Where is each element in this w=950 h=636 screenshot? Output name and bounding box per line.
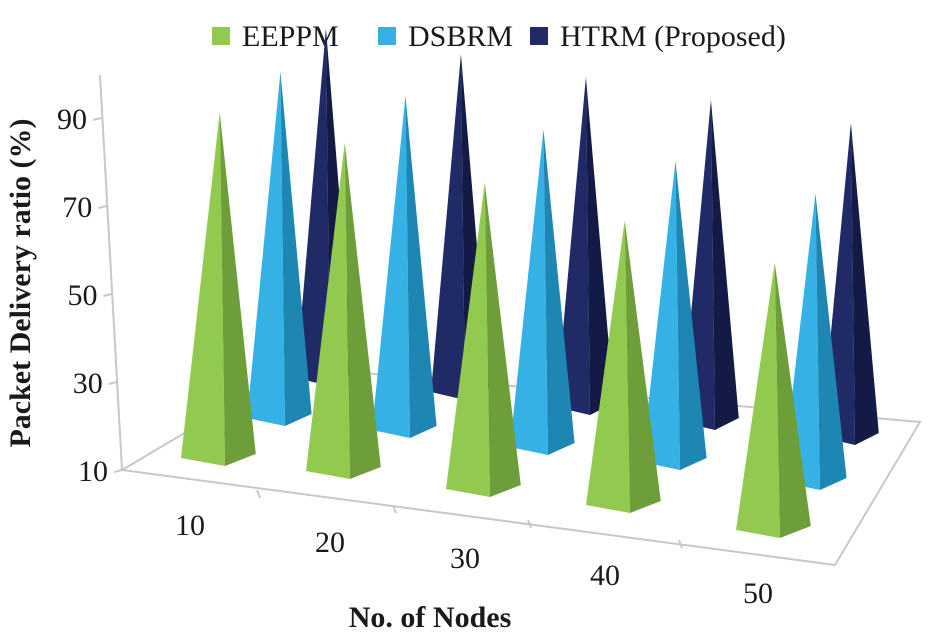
x-axis-title: No. of Nodes bbox=[349, 601, 512, 634]
legend-swatch-3 bbox=[530, 27, 548, 45]
cone-side-2-10 bbox=[280, 71, 312, 427]
cone-side-1-40 bbox=[624, 220, 661, 513]
cone-2-20 bbox=[372, 96, 437, 438]
y-tick-mark-10 bbox=[113, 469, 123, 473]
cone-face-1-20 bbox=[306, 142, 350, 479]
cone-side-1-30 bbox=[484, 182, 521, 497]
cone-3-30 bbox=[556, 77, 614, 415]
y-tick-mark-50 bbox=[103, 293, 112, 297]
x-tick-mark-3 bbox=[527, 519, 532, 529]
cone-side-3-30 bbox=[585, 77, 614, 415]
cone-face-2-10 bbox=[247, 71, 285, 427]
legend-swatch-2 bbox=[378, 27, 396, 45]
x-tick-label-30: 30 bbox=[450, 542, 480, 575]
cone-side-2-20 bbox=[405, 96, 437, 438]
x-tick-label-40: 40 bbox=[590, 559, 620, 592]
cone-1-40 bbox=[586, 220, 661, 513]
cone-face-1-40 bbox=[586, 220, 630, 513]
legend: EEPPM DSBRM HTRM (Proposed) bbox=[212, 20, 786, 53]
cone-face-2-40 bbox=[642, 161, 680, 470]
y-axis-line bbox=[99, 74, 123, 471]
cone-face-1-30 bbox=[446, 182, 490, 497]
y-tick-mark-90 bbox=[92, 117, 102, 121]
y-tick-label-70: 70 bbox=[62, 191, 92, 224]
y-axis-title: Packet Delivery ratio (%) bbox=[4, 118, 37, 447]
cone-face-1-50 bbox=[736, 262, 780, 538]
cone-1-50 bbox=[736, 262, 811, 538]
cone-1-20 bbox=[306, 142, 381, 479]
legend-label-2: DSBRM bbox=[408, 20, 513, 53]
cone-face-1-10 bbox=[181, 112, 225, 466]
x-tick-label-10: 10 bbox=[175, 509, 205, 542]
cone-2-40 bbox=[642, 161, 707, 470]
legend-label-3: HTRM (Proposed) bbox=[560, 20, 786, 53]
cone-side-1-20 bbox=[344, 142, 381, 479]
cone-face-2-30 bbox=[510, 129, 548, 455]
cone-side-1-50 bbox=[774, 262, 811, 538]
cone-1-10 bbox=[181, 112, 256, 466]
cone-side-2-40 bbox=[675, 161, 707, 470]
x-tick-mark-1 bbox=[256, 489, 261, 499]
cone-face-3-20 bbox=[431, 54, 465, 400]
cone-face-3-30 bbox=[556, 77, 590, 415]
cone-side-3-50 bbox=[850, 123, 879, 445]
y-tick-label-10: 10 bbox=[78, 455, 108, 488]
cone-1-30 bbox=[446, 182, 521, 497]
cone-face-3-10 bbox=[296, 28, 330, 386]
cone-side-2-50 bbox=[815, 193, 847, 490]
legend-swatch-1 bbox=[212, 27, 230, 45]
cone-2-10 bbox=[247, 71, 312, 427]
cone-2-30 bbox=[510, 129, 575, 455]
y-tick-label-90: 90 bbox=[57, 103, 87, 136]
y-axis-ticks: 10 30 50 70 90 bbox=[57, 103, 123, 488]
x-tick-mark-4 bbox=[678, 539, 683, 549]
x-tick-mark-2 bbox=[392, 504, 397, 514]
y-tick-label-50: 50 bbox=[68, 279, 98, 312]
y-tick-mark-70 bbox=[98, 205, 107, 209]
x-tick-label-50: 50 bbox=[743, 577, 773, 610]
cone-face-2-20 bbox=[372, 96, 410, 438]
legend-label-1: EEPPM bbox=[242, 20, 339, 53]
x-tick-label-20: 20 bbox=[315, 526, 345, 559]
cone-side-3-40 bbox=[710, 100, 739, 430]
y-tick-mark-30 bbox=[108, 381, 117, 385]
cone-side-1-10 bbox=[219, 112, 256, 466]
cones bbox=[181, 28, 879, 538]
x-axis-ticks: 10 20 30 40 50 bbox=[175, 489, 773, 610]
cone-side-2-30 bbox=[543, 129, 575, 455]
y-tick-label-30: 30 bbox=[73, 367, 103, 400]
